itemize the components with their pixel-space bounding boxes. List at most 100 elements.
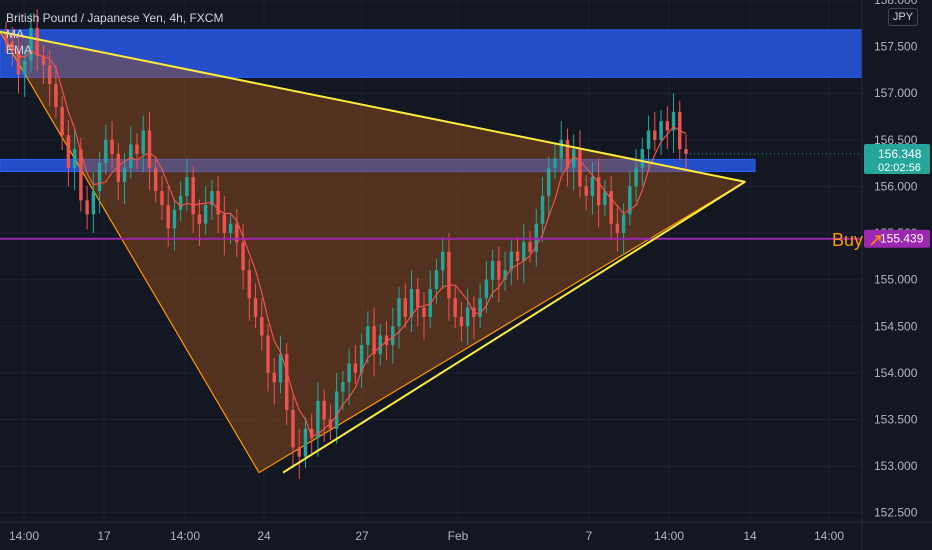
candle-body	[260, 316, 264, 336]
candle-body	[266, 335, 270, 373]
x-tick-label: 14:00	[814, 529, 844, 543]
candle-body	[359, 344, 364, 373]
candle-body	[172, 209, 177, 229]
last-price-countdown: 02:02:56	[878, 162, 921, 174]
candle-body	[91, 191, 96, 215]
chart-legend: British Pound / Japanese Yen, 4h, FXCM M…	[6, 10, 223, 58]
candle-body	[665, 121, 669, 131]
candle-body	[578, 149, 582, 187]
candle-body	[309, 428, 314, 439]
candle-body	[166, 205, 170, 229]
candle-body	[334, 391, 339, 429]
candle-body	[135, 144, 139, 154]
candle-body	[47, 65, 52, 84]
candle-body	[347, 363, 351, 383]
candle-body	[366, 326, 370, 345]
candle-body	[297, 447, 301, 457]
candle-body	[465, 307, 470, 327]
time-axis	[0, 522, 932, 550]
candle-body	[403, 298, 407, 317]
candle-body	[384, 335, 389, 345]
candle-body	[553, 158, 557, 168]
candle-body	[397, 298, 401, 327]
price-axis	[862, 0, 932, 550]
candle-body	[104, 139, 108, 164]
candle-body	[241, 242, 245, 271]
candle-body	[141, 130, 145, 154]
candle-body	[154, 167, 158, 192]
indicator-ma[interactable]: MA	[6, 27, 24, 41]
candle-body	[303, 428, 308, 457]
candle-body	[559, 139, 563, 159]
candle-body	[272, 372, 276, 383]
buy-annotation: Buy ↗	[832, 230, 884, 250]
candle-body	[197, 214, 202, 224]
candle-body	[228, 223, 233, 234]
candle-body	[72, 149, 77, 168]
x-tick-label: 14:00	[170, 529, 200, 543]
candle-body	[621, 214, 626, 234]
symbol-title[interactable]: British Pound / Japanese Yen, 4h, FXCM	[6, 11, 224, 25]
y-tick-label: 156.500	[874, 133, 918, 147]
candle-body	[528, 242, 532, 252]
candle-body	[540, 195, 545, 224]
candle-body	[503, 270, 507, 280]
y-tick-label: 152.500	[874, 506, 918, 520]
candle-body	[615, 223, 620, 234]
candle-body	[478, 298, 482, 317]
candle-body	[640, 149, 645, 168]
last-price-value: 156.348	[878, 147, 922, 161]
candle-body	[547, 167, 551, 196]
moving-average-line	[5, 41, 687, 437]
candle-body	[372, 326, 376, 355]
candle-body	[4, 32, 8, 42]
candle-body	[23, 60, 27, 75]
buy-level-badge	[864, 229, 930, 248]
candle-body	[434, 270, 439, 289]
x-tick-label: 14:00	[9, 529, 39, 543]
candle-body	[571, 149, 576, 168]
candle-body	[60, 107, 64, 136]
candle-body	[147, 130, 152, 168]
upper-resistance-zone	[0, 29, 863, 78]
candle-body	[97, 163, 102, 192]
indicator-ema[interactable]: EMA	[6, 43, 33, 57]
x-tick-label: 14:00	[654, 529, 684, 543]
candle-body	[247, 270, 252, 299]
candle-body	[291, 410, 295, 448]
candle-body	[646, 130, 651, 150]
candle-body	[484, 279, 489, 299]
last-price-badge	[864, 143, 930, 174]
candle-body	[278, 354, 283, 383]
candle-body	[509, 251, 514, 271]
candle-body	[79, 149, 83, 201]
y-tick-label: 155.000	[874, 273, 918, 287]
x-tick-label: 14	[743, 529, 757, 543]
candle-body	[41, 55, 46, 66]
candle-body	[191, 177, 195, 215]
candle-body	[534, 223, 538, 252]
candle-body	[16, 51, 21, 75]
candle-body	[353, 363, 358, 373]
currency-label[interactable]: JPY	[888, 8, 918, 26]
candle-body	[341, 382, 345, 392]
candle-body	[391, 326, 395, 345]
candle-body	[222, 214, 227, 234]
candle-body	[378, 335, 383, 355]
candle-body	[596, 177, 601, 206]
candle-body	[122, 167, 127, 182]
candle-body	[684, 149, 688, 154]
x-tick-label: 7	[586, 529, 593, 543]
candle-body	[515, 251, 520, 261]
candle-body	[210, 191, 214, 206]
upper-trendline	[0, 30, 746, 183]
candle-body	[634, 167, 638, 187]
candle-body	[185, 177, 189, 196]
x-tick-label: 24	[257, 529, 271, 543]
candle-body	[603, 191, 607, 206]
y-tick-label: 154.000	[874, 366, 918, 380]
y-tick-label: 154.500	[874, 319, 918, 333]
